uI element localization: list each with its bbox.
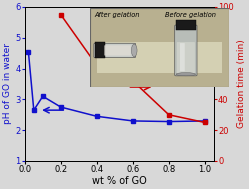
- FancyBboxPatch shape: [180, 43, 185, 71]
- Ellipse shape: [131, 44, 137, 57]
- Y-axis label: pH of GO in water: pH of GO in water: [3, 43, 12, 125]
- Ellipse shape: [176, 73, 196, 76]
- Bar: [95, 43, 105, 58]
- FancyBboxPatch shape: [175, 25, 197, 76]
- Bar: [97, 43, 222, 73]
- Text: Before gelation: Before gelation: [165, 12, 216, 18]
- X-axis label: wt % of GO: wt % of GO: [92, 176, 147, 186]
- FancyBboxPatch shape: [177, 42, 195, 75]
- Bar: [176, 20, 196, 30]
- Y-axis label: Gelation time (min): Gelation time (min): [237, 40, 246, 128]
- FancyBboxPatch shape: [94, 43, 136, 58]
- FancyBboxPatch shape: [104, 45, 131, 56]
- Text: After gelation: After gelation: [95, 12, 140, 18]
